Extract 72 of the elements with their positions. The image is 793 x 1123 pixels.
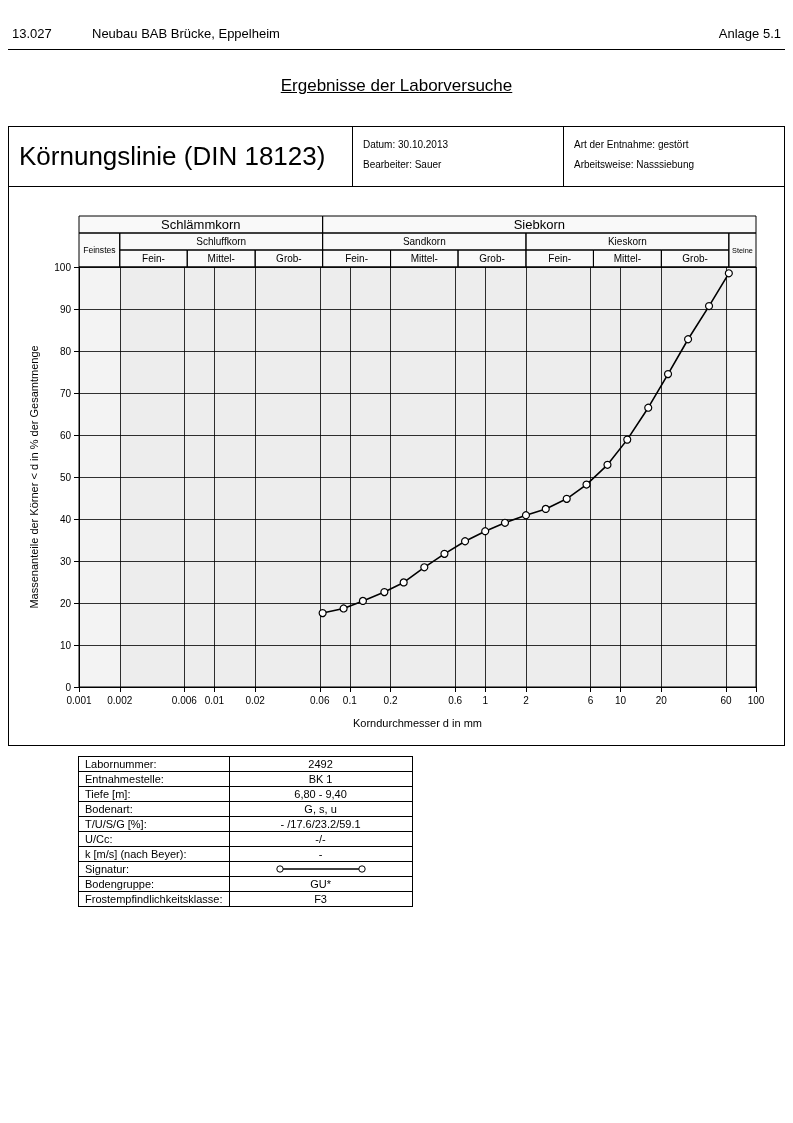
band-label: Grob-: [682, 253, 708, 264]
text: Art der Entnahme: gestört: [574, 138, 690, 152]
x-tick-label: 0.6: [448, 694, 463, 706]
band-label: Siebkorn: [513, 217, 565, 232]
x-tick-label: 100: [747, 694, 765, 706]
text: Bodengruppe:: [78, 876, 230, 892]
text: Anlage 5.1: [718, 26, 781, 41]
chart-title: Körnungslinie (DIN 18123): [18, 140, 327, 173]
text: - /17.6/23.2/59.1: [229, 816, 413, 832]
x-tick-label: 0.006: [171, 694, 198, 706]
text: Neubau BAB Brücke, Eppelheim: [92, 26, 281, 41]
text: Labornummer:: [78, 756, 230, 772]
text: Bearbeiter: Sauer: [363, 158, 443, 172]
y-tick-label: 0: [65, 681, 72, 693]
x-tick-label: 10: [615, 694, 627, 706]
text: F3: [229, 891, 413, 907]
y-tick-label: 50: [59, 471, 72, 483]
y-tick-label: 40: [59, 513, 72, 525]
text: k [m/s] (nach Beyer):: [78, 846, 230, 862]
band-label: Grob-: [276, 253, 302, 264]
x-tick-label: 0.1: [342, 694, 358, 706]
band-label: Schluffkorn: [196, 236, 247, 247]
band-label: Schlämmkorn: [161, 217, 241, 232]
text: 6,80 - 9,40: [229, 786, 413, 802]
band-label: Fein-: [345, 253, 368, 264]
y-axis-title: Massenanteile der Körner < d in % der Gesamtmenge: [27, 345, 40, 609]
band-label: Grob-: [479, 253, 505, 264]
y-tick-label: 80: [59, 345, 72, 357]
y-tick-label: 100: [54, 261, 72, 273]
y-tick-label: 70: [59, 387, 72, 399]
y-tick-label: 30: [59, 555, 72, 567]
x-tick-label: 0.01: [204, 694, 225, 706]
y-tick-label: 10: [59, 639, 72, 651]
band-label: Mittel-: [207, 253, 235, 264]
y-tick-label: 60: [59, 429, 72, 441]
x-tick-label: 0.001: [66, 694, 92, 706]
text: Frostempfindlichkeitsklasse:: [78, 891, 230, 907]
y-tick-label: 90: [59, 303, 72, 315]
band-label: Mittel-: [410, 253, 438, 264]
text: T/U/S/G [%]:: [78, 816, 230, 832]
band-label: Fein-: [142, 253, 165, 264]
band-label: Sandkorn: [402, 236, 446, 247]
text: BK 1: [229, 771, 413, 787]
text: Datum: 30.10.2013: [363, 138, 450, 152]
x-axis-title: Korndurchmesser d in mm: [353, 716, 482, 729]
text: U/Cc:: [78, 831, 230, 847]
x-tick-label: 0.2: [383, 694, 398, 706]
y-tick-label: 20: [59, 597, 72, 609]
chart-subtitle: Ergebnisse der Laborversuche: [279, 76, 514, 96]
x-tick-label: 6: [587, 694, 594, 706]
text: G, s, u: [229, 801, 413, 817]
x-tick-label: 20: [655, 694, 668, 706]
band-label: Mittel-: [613, 253, 642, 264]
x-tick-label: 60: [720, 694, 732, 706]
x-tick-label: 2: [523, 694, 530, 706]
band-label: Kieskorn: [607, 236, 647, 247]
text: 13.027: [12, 26, 53, 41]
x-tick-label: 0.06: [310, 694, 330, 706]
text: Signatur:: [78, 861, 230, 877]
x-tick-label: 0.002: [107, 694, 133, 706]
text: Entnahmestelle:: [78, 771, 230, 787]
x-tick-label: 0.02: [245, 694, 266, 706]
x-tick-label: 1: [482, 694, 489, 706]
band-label: Feinstes: [83, 245, 116, 255]
text: 2492: [229, 756, 413, 772]
text: Arbeitsweise: Nasssiebung: [574, 158, 696, 172]
text: GU*: [229, 876, 413, 892]
text: Bodenart:: [78, 801, 230, 817]
band-label: Fein-: [548, 253, 572, 264]
text: -: [229, 846, 413, 862]
text: Tiefe [m]:: [78, 786, 230, 802]
text: -/-: [229, 831, 413, 847]
